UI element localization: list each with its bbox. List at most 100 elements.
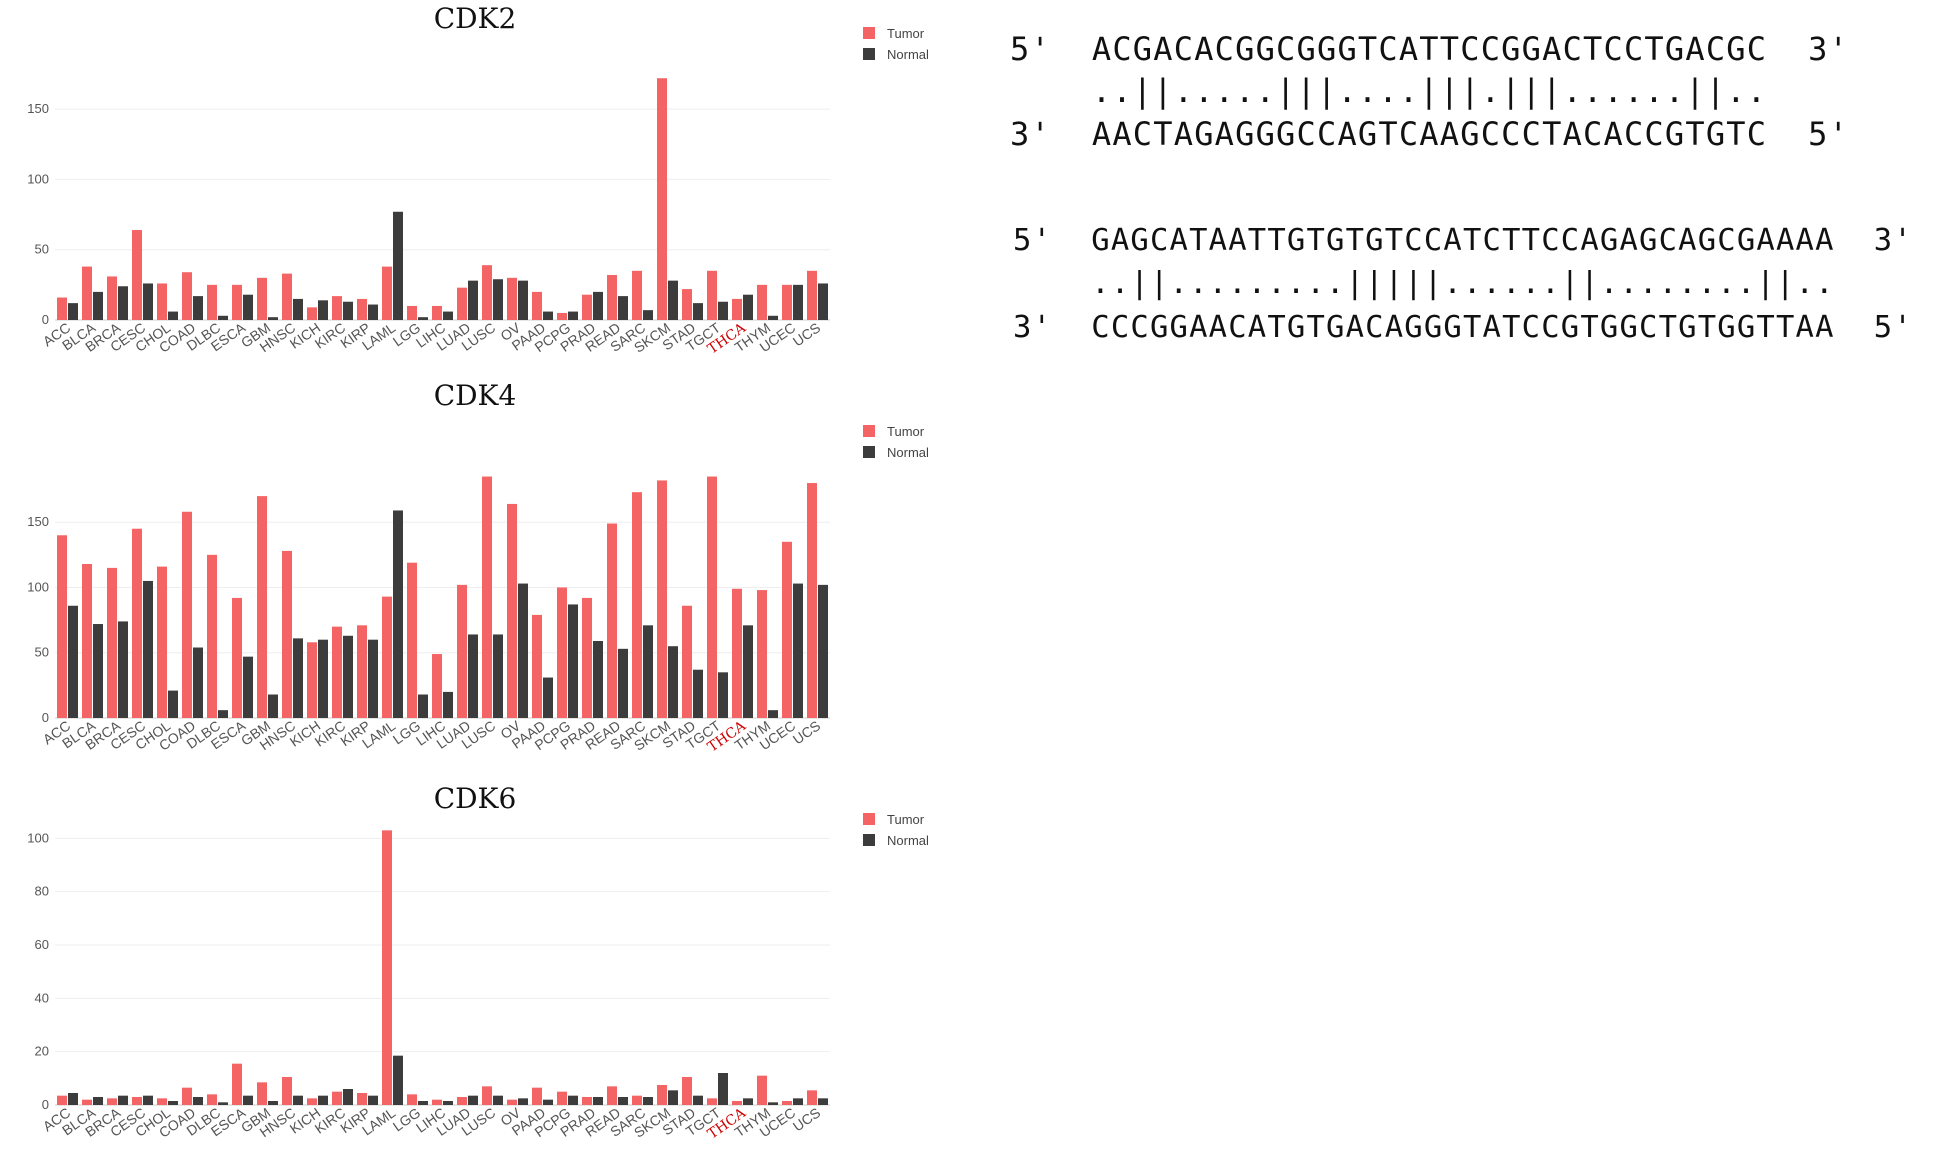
cdk4-bar-tumor-acc: [57, 535, 67, 718]
cdk4-bar-normal-gbm: [268, 694, 278, 718]
cdk4-y-tick-label: 0: [42, 710, 49, 725]
cdk6-bar-tumor-brca: [107, 1098, 117, 1105]
cdk2-bar-tumor-pcpg: [557, 312, 567, 320]
cdk6-bar-normal-ucec: [793, 1098, 803, 1105]
cdk2-bar-normal-ov: [518, 280, 528, 320]
cdk2-bar-normal-tgct: [718, 301, 728, 320]
cdk4-bar-normal-thca: [743, 625, 753, 718]
cdk6-bar-tumor-laml: [382, 830, 392, 1105]
cdk6-bar-tumor-blca: [82, 1099, 92, 1105]
bar-chart-panel: CDK2050100150ACCBLCABRCACESCCHOLCOADDLBC…: [27, 2, 929, 1143]
cdk6-bar-tumor-acc: [57, 1095, 67, 1105]
cdk4-bar-normal-cesc: [143, 580, 153, 718]
cdk2-x-tick-label: UCS: [790, 319, 823, 349]
cdk2-bar-tumor-hnsc: [282, 273, 292, 320]
cdk6-bar-tumor-ucec: [782, 1101, 792, 1105]
cdk2-bar-tumor-gbm: [257, 277, 267, 320]
cdk4-bar-normal-coad: [193, 647, 203, 718]
cdk4-bar-tumor-dlbc: [207, 554, 217, 718]
cdk4-legend-label-normal: Normal: [887, 445, 929, 460]
alignment-1-match-line: ..||.....|||....|||.|||......||..: [1010, 72, 1768, 110]
cdk2-bar-tumor-luad: [457, 287, 467, 320]
cdk2-bar-normal-kirp: [368, 304, 378, 320]
cdk2-bar-normal-chol: [168, 311, 178, 320]
cdk6-bar-normal-dlbc: [218, 1102, 228, 1105]
cdk6-bar-normal-brca: [118, 1095, 128, 1105]
cdk4-bar-tumor-hnsc: [282, 550, 292, 718]
cdk4-bar-normal-hnsc: [293, 638, 303, 718]
cdk2-bar-tumor-kirp: [357, 298, 367, 320]
cdk2-bar-normal-dlbc: [218, 315, 228, 320]
cdk2-bar-normal-laml: [393, 211, 403, 320]
cdk6-bar-tumor-kich: [307, 1098, 317, 1105]
cdk4-bar-tumor-gbm: [257, 496, 267, 718]
cdk2-bar-tumor-chol: [157, 283, 167, 320]
cdk4-bar-tumor-kich: [307, 642, 317, 718]
cdk2-bar-tumor-read: [607, 275, 617, 320]
cdk6-bar-normal-thym: [768, 1102, 778, 1105]
cdk2-bar-normal-kirc: [343, 301, 353, 320]
cdk4-bar-normal-blca: [93, 624, 103, 718]
cdk4-legend-swatch-tumor: [863, 425, 875, 437]
cdk4-bar-normal-read: [618, 648, 628, 718]
cdk2-bar-normal-gbm: [268, 317, 278, 320]
cdk6-bar-normal-esca: [243, 1095, 253, 1105]
cdk6-legend-label-tumor: Tumor: [887, 812, 925, 827]
cdk6-bar-tumor-skcm: [657, 1085, 667, 1105]
cdk4-bar-normal-lihc: [443, 691, 453, 718]
cdk4-bar-normal-kirc: [343, 635, 353, 718]
cdk4-bar-tumor-lihc: [432, 654, 442, 718]
cdk6-y-tick-label: 40: [35, 990, 49, 1005]
cdk6-y-tick-label: 20: [35, 1044, 49, 1059]
cdk6-bar-tumor-gbm: [257, 1082, 267, 1105]
cdk2-y-tick-label: 150: [27, 101, 49, 116]
cdk6-bar-tumor-luad: [457, 1097, 467, 1105]
cdk4-bar-normal-kich: [318, 639, 328, 718]
cdk2-bar-normal-stad: [693, 303, 703, 320]
cdk4-bar-tumor-ucec: [782, 541, 792, 718]
cdk2-bar-normal-acc: [68, 303, 78, 320]
cdk4-bar-tumor-thym: [757, 590, 767, 718]
cdk4-bar-tumor-pcpg: [557, 587, 567, 718]
cdk2-bar-tumor-kich: [307, 307, 317, 320]
cdk2-bar-normal-luad: [468, 280, 478, 320]
cdk6-bar-normal-read: [618, 1097, 628, 1105]
cdk2-bar-normal-ucec: [793, 284, 803, 320]
cdk4-bar-normal-ov: [518, 583, 528, 718]
cdk2-bar-normal-lgg: [418, 317, 428, 320]
cdk4-bar-tumor-lusc: [482, 476, 492, 718]
cdk2-bar-normal-hnsc: [293, 298, 303, 320]
cdk2-legend-label-normal: Normal: [887, 47, 929, 62]
alignment-2-bottom-strand: 3' CCCGGAACATGTGACAGGGTATCCGTGGCTGTGGTTA…: [1013, 310, 1913, 345]
cdk6-bar-normal-ov: [518, 1098, 528, 1105]
cdk2-y-tick-label: 50: [35, 242, 49, 257]
cdk4-bar-tumor-paad: [532, 614, 542, 718]
cdk6-bar-normal-gbm: [268, 1101, 278, 1105]
cdk2-y-tick-label: 100: [27, 171, 49, 186]
cdk6-bar-normal-acc: [68, 1093, 78, 1105]
alignment-1-bottom-strand: 3' AACTAGAGGGCCAGTCAAGCCCTACACCGTGTC 5': [1010, 115, 1850, 153]
cdk2-bar-normal-skcm: [668, 280, 678, 320]
cdk2-bar-tumor-lihc: [432, 305, 442, 320]
cdk6-bar-tumor-ov: [507, 1099, 517, 1105]
cdk6-legend-label-normal: Normal: [887, 833, 929, 848]
cdk4-bar-normal-dlbc: [218, 710, 228, 718]
cdk2-bar-tumor-paad: [532, 291, 542, 320]
cdk4-bar-normal-chol: [168, 690, 178, 718]
cdk4-bar-normal-lusc: [493, 634, 503, 718]
cdk4-y-tick-label: 150: [27, 514, 49, 529]
cdk6-bar-tumor-paad: [532, 1087, 542, 1105]
cdk4-bar-tumor-chol: [157, 566, 167, 718]
cdk4-bar-normal-stad: [693, 669, 703, 718]
cdk6-legend-swatch-normal: [863, 834, 875, 846]
cdk2-bar-tumor-ov: [507, 277, 517, 320]
cdk2-bar-tumor-brca: [107, 276, 117, 320]
cdk2-bar-tumor-blca: [82, 266, 92, 320]
cdk6-bar-tumor-lihc: [432, 1099, 442, 1105]
cdk2-bar-normal-esca: [243, 294, 253, 320]
cdk6-bar-tumor-coad: [182, 1087, 192, 1105]
cdk4-bar-tumor-coad: [182, 511, 192, 718]
cdk6-bar-normal-lihc: [443, 1101, 453, 1105]
cdk2-bar-normal-brca: [118, 286, 128, 320]
cdk2-bar-tumor-thym: [757, 284, 767, 320]
